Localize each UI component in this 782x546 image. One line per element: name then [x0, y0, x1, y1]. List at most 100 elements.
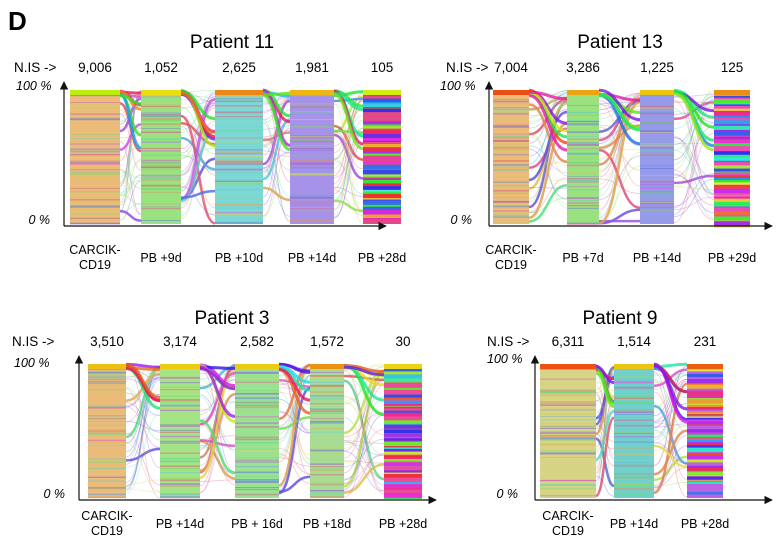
dominant-clone-band: [160, 364, 200, 369]
clone-stripe: [215, 152, 263, 155]
clone-stripe: [614, 424, 654, 427]
clone-stripe: [235, 426, 279, 428]
dominant-clone-band: [88, 364, 126, 369]
clone-stripe: [714, 140, 750, 142]
clone-stripe: [160, 485, 200, 487]
clone-stripe: [215, 111, 263, 114]
clone-stripe: [687, 455, 723, 460]
flow-line: [653, 467, 688, 488]
clone-stripe: [235, 487, 279, 489]
clone-stripe: [141, 203, 181, 205]
clone-stripe: [70, 117, 120, 119]
clone-stripe: [567, 131, 599, 133]
clone-stripe: [363, 150, 401, 154]
clone-stripe: [687, 404, 723, 408]
clone-stripe: [363, 147, 401, 152]
clone-stripe: [567, 161, 599, 164]
flow-line: [262, 96, 291, 175]
clone-stripe: [614, 477, 654, 479]
flow-line: [125, 387, 161, 499]
flow-line: [125, 367, 161, 487]
clone-stripe: [310, 403, 344, 405]
flow-line: [199, 365, 236, 418]
clone-stripe: [235, 442, 279, 444]
flow-line: [262, 150, 291, 157]
clone-stripe: [493, 99, 529, 100]
clone-stripe: [160, 399, 200, 401]
clone-stripe: [88, 476, 126, 478]
dominant-clone-band: [614, 364, 654, 369]
clone-stripe: [567, 206, 599, 208]
clone-stripe: [614, 446, 654, 449]
y-label-100: 100 %: [487, 352, 522, 366]
clone-stripe: [310, 381, 344, 383]
clone-stripe: [567, 181, 599, 183]
clone-stripe: [290, 148, 334, 150]
clone-stripe: [614, 431, 654, 433]
dominant-clone-band: [70, 90, 120, 95]
flow-line: [343, 414, 385, 481]
clone-stripe: [567, 222, 599, 224]
clone-stripe: [567, 197, 599, 199]
clone-stripe: [493, 203, 529, 206]
flow-line: [262, 100, 291, 173]
clone-stripe: [640, 108, 674, 110]
flow-line: [343, 461, 385, 475]
clone-stripe: [567, 142, 599, 144]
clone-stripe: [714, 168, 750, 172]
clone-stripe: [714, 216, 750, 220]
clone-stripe: [687, 414, 723, 416]
y-label-0: 0 %: [43, 487, 65, 501]
count-label: 30: [395, 334, 410, 349]
column-bar: [310, 364, 344, 498]
flow-line: [180, 106, 216, 155]
clone-stripe: [384, 457, 422, 459]
clone-stripe: [640, 94, 674, 96]
flow-line: [653, 378, 688, 429]
clone-stripe: [640, 201, 674, 203]
clone-stripe: [363, 183, 401, 186]
dominant-clone-band: [290, 90, 334, 95]
clone-stripe: [540, 404, 596, 407]
clone-stripe: [687, 406, 723, 410]
clone-stripe: [640, 179, 674, 182]
clone-stripe: [141, 184, 181, 187]
flow-line: [673, 98, 715, 215]
clone-stripe: [160, 440, 200, 442]
flow-line: [598, 103, 641, 187]
clone-stripe: [714, 175, 750, 178]
clone-stripe: [70, 218, 120, 219]
flow-line: [528, 187, 568, 189]
clone-stripe: [567, 179, 599, 180]
clone-stripe: [70, 134, 120, 135]
clone-stripe: [687, 452, 723, 456]
count-label: 2,625: [222, 60, 256, 75]
clone-stripe: [384, 448, 422, 452]
column-4: 1,981 PB +14d: [288, 60, 336, 265]
column-2: 3,286 PB +7d: [562, 60, 603, 265]
flow-line: [595, 367, 615, 485]
clone-stripe: [160, 457, 200, 459]
flow-line: [333, 93, 364, 151]
clone-stripe: [215, 122, 263, 124]
clone-stripe: [567, 115, 599, 116]
flow-line: [262, 99, 291, 166]
flow-line: [125, 402, 161, 433]
flow-line: [653, 382, 688, 495]
clone-stripe: [310, 385, 344, 387]
clone-stripe: [290, 135, 334, 138]
clone-stripe: [310, 375, 344, 377]
clone-stripe: [141, 131, 181, 133]
clone-stripe: [687, 420, 723, 422]
clone-stripe: [215, 169, 263, 171]
flow-line: [180, 104, 216, 206]
clone-stripe: [363, 137, 401, 141]
clone-stripe: [290, 95, 334, 97]
clone-stripe: [235, 376, 279, 378]
category-label: CD19: [552, 524, 584, 538]
flow-line: [595, 366, 615, 472]
clone-stripe: [363, 108, 401, 113]
clone-stripe: [290, 160, 334, 162]
clone-stripe: [614, 387, 654, 389]
clone-stripe: [363, 186, 401, 190]
